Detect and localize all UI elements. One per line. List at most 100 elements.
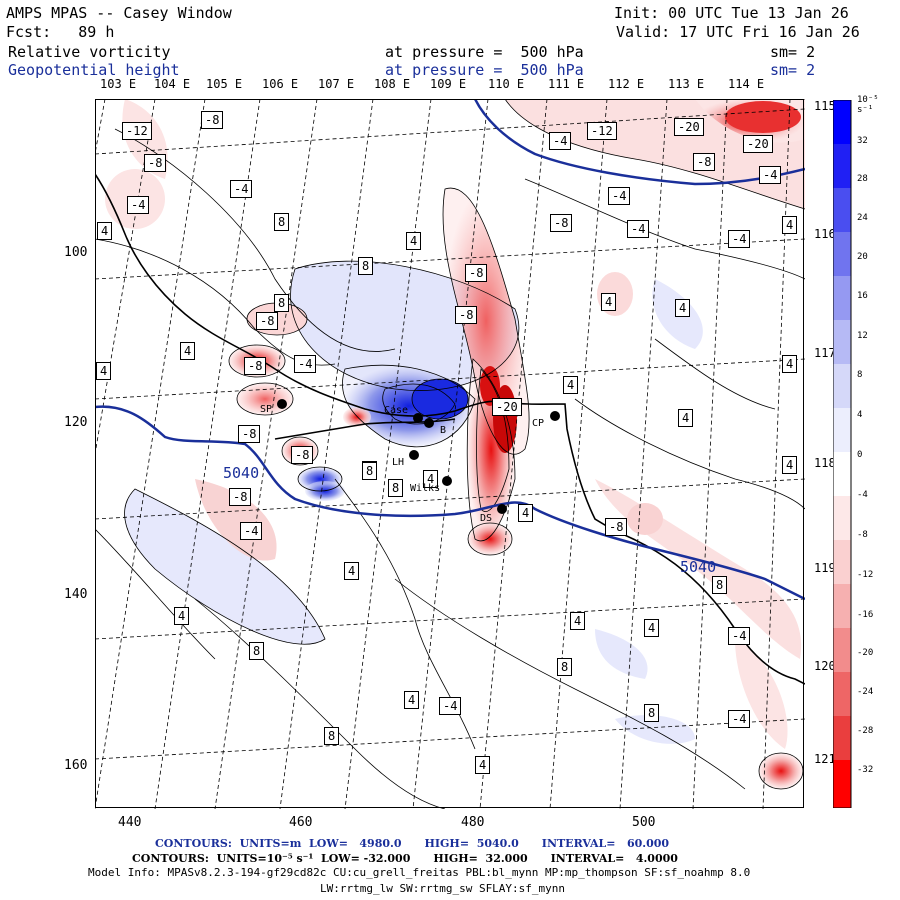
station-dot[interactable] bbox=[497, 504, 507, 514]
colorbar-label: -24 bbox=[857, 687, 874, 697]
contour-label: -4 bbox=[439, 697, 462, 715]
contour-label: 8 bbox=[557, 658, 573, 676]
colorbar-label: -20 bbox=[857, 648, 874, 658]
contour-label: 4 bbox=[678, 409, 694, 427]
contour-label: 4 bbox=[97, 222, 113, 240]
station-dot[interactable] bbox=[424, 418, 434, 428]
colorbar-label: 4 bbox=[857, 410, 863, 420]
contour-label: 4 bbox=[475, 756, 491, 774]
contour-label: 8 bbox=[324, 727, 340, 745]
lon-label: 104 E bbox=[154, 77, 191, 91]
contour-label: 8 bbox=[358, 257, 374, 275]
station-dot[interactable] bbox=[409, 450, 419, 460]
colorbar-label: -16 bbox=[857, 610, 874, 620]
contour-label: -20 bbox=[743, 135, 773, 153]
station-label: Case bbox=[384, 405, 409, 416]
field2-smoothing: sm= 2 bbox=[770, 61, 816, 79]
model-info: Model Info: MPASv8.2.3-194-gf29cd82c CU:… bbox=[88, 866, 751, 879]
contour-label: 8 bbox=[249, 642, 265, 660]
station-label: DS bbox=[480, 513, 493, 524]
init-time: Init: 00 UTC Tue 13 Jan 26 bbox=[614, 4, 849, 22]
height-contour-info: CONTOURS: UNITS=m LOW= 4980.0 HIGH= 5040… bbox=[155, 837, 670, 850]
contour-label: -12 bbox=[122, 122, 152, 140]
x-tick-label: 500 bbox=[632, 815, 656, 830]
lon-label: 109 E bbox=[430, 77, 467, 91]
contour-label: -20 bbox=[674, 118, 704, 136]
height-contour-labels: 5040 5040 bbox=[223, 464, 716, 576]
plot-frame bbox=[95, 99, 804, 808]
contour-label: -8 bbox=[455, 306, 478, 324]
contour-label: 4 bbox=[782, 355, 798, 373]
colorbar-label: 20 bbox=[857, 252, 868, 262]
colorbar-label: 16 bbox=[857, 291, 868, 301]
contour-label: 4 bbox=[601, 293, 617, 311]
y-tick-label: 160 bbox=[64, 758, 88, 773]
station-label: LH bbox=[392, 457, 405, 468]
contour-label: -8 bbox=[244, 357, 267, 375]
contour-label: -8 bbox=[550, 214, 573, 232]
colorbar-label: 8 bbox=[857, 370, 863, 380]
lon-label: 107 E bbox=[318, 77, 355, 91]
contour-label: -8 bbox=[144, 154, 167, 172]
height-contour-label: 5040 bbox=[680, 558, 716, 576]
field2-name: Geopotential height bbox=[8, 61, 180, 79]
contour-label: -8 bbox=[201, 111, 224, 129]
contour-label: -4 bbox=[549, 132, 572, 150]
colorbar-label: -32 bbox=[857, 765, 874, 775]
contour-label: -8 bbox=[229, 488, 252, 506]
contour-label: 8 bbox=[274, 213, 290, 231]
colorbar-label: 24 bbox=[857, 213, 868, 223]
contour-label: -4 bbox=[728, 627, 751, 645]
x-tick-label: 440 bbox=[118, 815, 142, 830]
station-dot[interactable] bbox=[442, 476, 452, 486]
station-label: B bbox=[440, 425, 447, 436]
contour-label: -4 bbox=[608, 187, 631, 205]
contour-label: -8 bbox=[238, 425, 261, 443]
lat-lon-graticule bbox=[95, 99, 805, 809]
app-title: AMPS MPAS -- Casey Window bbox=[6, 4, 232, 22]
contour-label: 8 bbox=[712, 576, 728, 594]
x-tick-label: 480 bbox=[461, 815, 485, 830]
station-dot[interactable] bbox=[413, 413, 423, 423]
y-tick-label: 120 bbox=[64, 415, 88, 430]
contour-label: 8 bbox=[388, 479, 404, 497]
colorbar-unit: 10⁻⁵ s⁻¹ bbox=[857, 95, 879, 115]
colorbar-label: -28 bbox=[857, 726, 874, 736]
lon-label: 103 E bbox=[100, 77, 137, 91]
station-dot[interactable] bbox=[277, 399, 287, 409]
contour-label: -20 bbox=[492, 398, 522, 416]
contour-label: -4 bbox=[240, 522, 263, 540]
contour-label: 4 bbox=[423, 470, 439, 488]
contour-label: 4 bbox=[96, 362, 112, 380]
contour-label: -8 bbox=[693, 153, 716, 171]
station-dot[interactable] bbox=[550, 411, 560, 421]
field1-name: Relative vorticity bbox=[8, 43, 171, 61]
colorbar-label: -12 bbox=[857, 570, 874, 580]
vorticity-contour-info: CONTOURS: UNITS=10⁻⁵ s⁻¹ LOW= -32.000 HI… bbox=[132, 852, 678, 865]
contour-label: -4 bbox=[728, 230, 751, 248]
contour-label: 8 bbox=[274, 294, 290, 312]
contour-label: 4 bbox=[644, 619, 660, 637]
contour-label: 4 bbox=[344, 562, 360, 580]
colorbar-label: -4 bbox=[857, 490, 868, 500]
lon-label: 111 E bbox=[548, 77, 585, 91]
colorbar-label: 12 bbox=[857, 331, 868, 341]
lon-label: 113 E bbox=[668, 77, 705, 91]
field1-smoothing: sm= 2 bbox=[770, 43, 816, 61]
forecast-hour: Fcst: 89 h bbox=[6, 23, 115, 41]
contour-label: -4 bbox=[294, 355, 317, 373]
y-tick-label: 140 bbox=[64, 587, 88, 602]
contour-label: -4 bbox=[230, 180, 253, 198]
contour-label: -4 bbox=[127, 196, 150, 214]
contour-label: 4 bbox=[782, 216, 798, 234]
lon-label: 112 E bbox=[608, 77, 645, 91]
x-tick-label: 460 bbox=[289, 815, 313, 830]
model-info-line2: LW:rrtmg_lw SW:rrtmg_sw SFLAY:sf_mynn bbox=[320, 882, 566, 895]
lon-label: 106 E bbox=[262, 77, 299, 91]
y-tick-label: 100 bbox=[64, 245, 88, 260]
lon-label: 114 E bbox=[728, 77, 765, 91]
contour-label: 8 bbox=[362, 462, 378, 480]
contour-label: 4 bbox=[563, 376, 579, 394]
contour-label: -4 bbox=[728, 710, 751, 728]
